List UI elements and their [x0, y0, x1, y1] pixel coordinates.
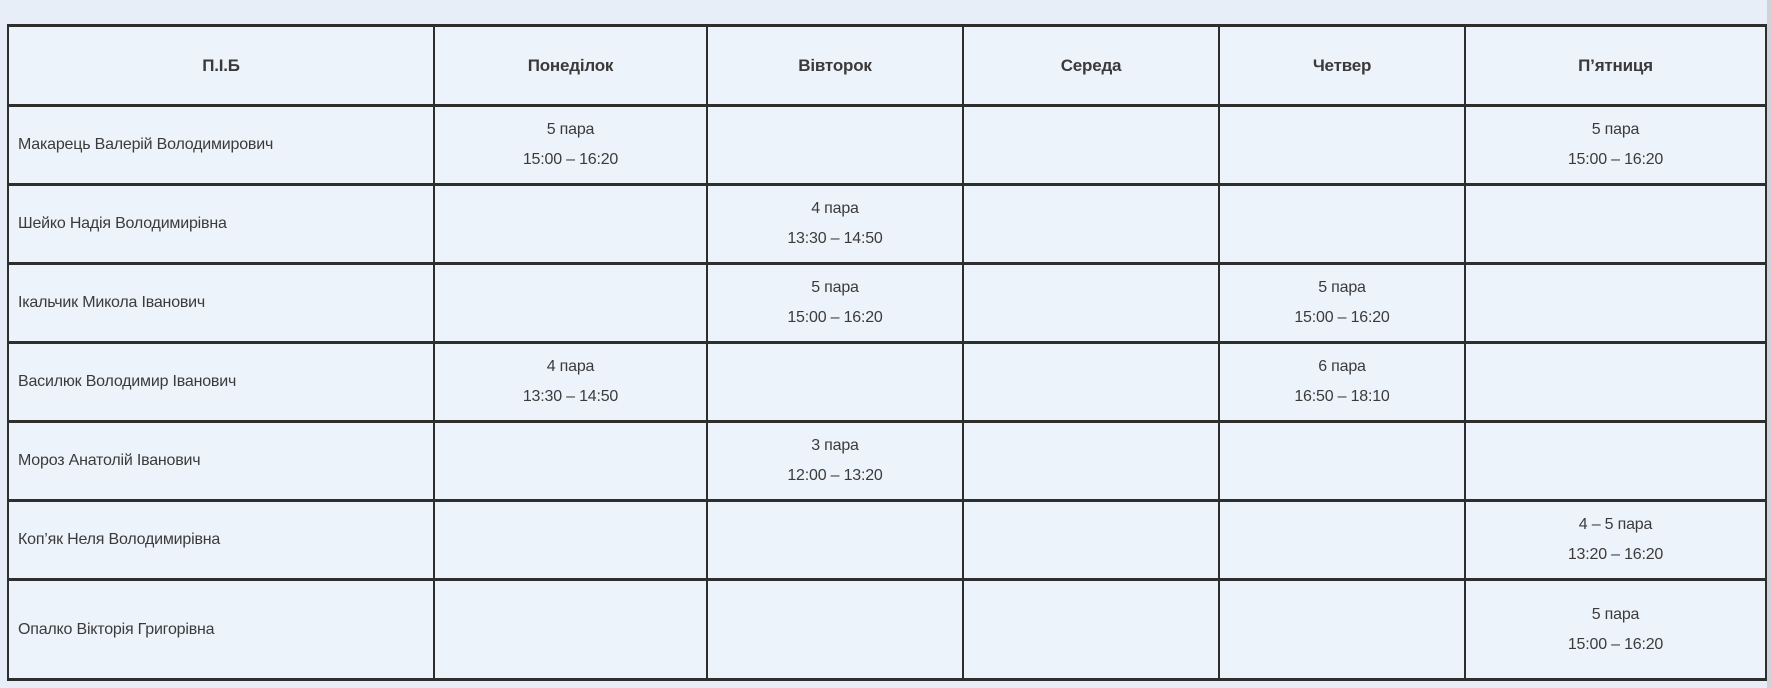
time-label: 15:00 – 16:20 — [1567, 635, 1664, 653]
teacher-name-cell: Мороз Анатолій Іванович — [7, 420, 435, 502]
schedule-cell — [1464, 183, 1767, 265]
time-label: 13:30 – 14:50 — [787, 230, 883, 247]
schedule-cell — [706, 341, 964, 423]
vertical-scrollbar[interactable] — [1767, 0, 1772, 688]
time-label: 13:30 – 14:50 — [522, 388, 619, 405]
table-row: Макарець Валерій Володимирович 5 пара 15… — [7, 104, 1767, 186]
pair-label: 5 пара — [546, 121, 595, 138]
column-header-wednesday: Середа — [962, 24, 1220, 107]
pair-label: 4 пара — [546, 358, 595, 375]
schedule-cell — [1218, 499, 1466, 581]
schedule-cell: 5 пара 15:00 – 16:20 — [706, 262, 964, 344]
time-label: 16:50 – 18:10 — [1294, 388, 1390, 405]
pair-label: 4 пара — [811, 200, 859, 217]
schedule-cell — [962, 499, 1220, 581]
pair-label: 3 пара — [811, 437, 859, 454]
table-row: Коп’як Неля Володимирівна — [7, 499, 1767, 581]
time-label: 12:00 – 13:20 — [787, 467, 883, 484]
schedule-cell — [433, 420, 708, 502]
schedule-cell — [706, 499, 964, 581]
pair-label: 5 пара — [811, 279, 859, 296]
pair-label: 4 – 5 пара — [1578, 516, 1653, 533]
table-row: Василюк Володимир Іванович 4 пара 13:30 … — [7, 341, 1767, 423]
schedule-cell: 4 – 5 пара 13:20 – 16:20 — [1464, 499, 1767, 581]
table-row: Мороз Анатолій Іванович 3 пара 12:00 – 1… — [7, 420, 1767, 502]
schedule-cell — [433, 578, 708, 681]
schedule-cell: 6 пара 16:50 – 18:10 — [1218, 341, 1466, 423]
teacher-name-cell: Шейко Надія Володимирівна — [7, 183, 435, 265]
schedule-cell: 5 пара 15:00 – 16:20 — [433, 104, 708, 186]
schedule-cell — [1464, 420, 1767, 502]
schedule-cell: 5 пара 15:00 – 16:20 — [1464, 104, 1767, 186]
column-header-tuesday: Вівторок — [706, 24, 964, 107]
teacher-name-cell: Василюк Володимир Іванович — [7, 341, 435, 423]
schedule-cell: 4 пара 13:30 – 14:50 — [433, 341, 708, 423]
schedule-cell — [1218, 183, 1466, 265]
time-label: 15:00 – 16:20 — [522, 151, 619, 168]
table-row: Шейко Надія Володимирівна 4 пара 13:30 –… — [7, 183, 1767, 265]
schedule-cell — [433, 499, 708, 581]
schedule-cell — [433, 262, 708, 344]
schedule-table-container: П.І.Б Понеділок Вівторок Середа Четвер П… — [7, 24, 1767, 681]
pair-label: 5 пара — [1318, 279, 1366, 296]
schedule-cell — [962, 341, 1220, 423]
teacher-name-cell: Опалко Вікторія Григорівна — [7, 578, 435, 681]
pair-label: 5 пара — [1591, 121, 1640, 138]
schedule-cell — [962, 262, 1220, 344]
schedule-cell — [706, 104, 964, 186]
schedule-cell — [1464, 262, 1767, 344]
schedule-cell — [1218, 420, 1466, 502]
column-header-friday: П’ятниця — [1464, 24, 1767, 107]
schedule-cell — [962, 578, 1220, 681]
schedule-cell — [433, 183, 708, 265]
pair-label: 5 пара — [1591, 605, 1640, 623]
table-row: Опалко Вікторія Григорівна — [7, 578, 1767, 681]
schedule-cell: 5 пара 15:00 – 16:20 — [1464, 578, 1767, 681]
schedule-cell — [706, 578, 964, 681]
consultation-schedule-table: П.І.Б Понеділок Вівторок Середа Четвер П… — [7, 24, 1767, 681]
schedule-cell — [962, 104, 1220, 186]
teacher-name-cell: Макарець Валерій Володимирович — [7, 104, 435, 186]
table-row: Ікальчик Микола Іванович 5 пара 15:00 – … — [7, 262, 1767, 344]
schedule-cell: 4 пара 13:30 – 14:50 — [706, 183, 964, 265]
time-label: 15:00 – 16:20 — [1294, 309, 1390, 326]
schedule-cell: 5 пара 15:00 – 16:20 — [1218, 262, 1466, 344]
header-row: П.І.Б Понеділок Вівторок Середа Четвер П… — [7, 24, 1767, 107]
schedule-cell — [1464, 341, 1767, 423]
column-header-name: П.І.Б — [7, 24, 435, 107]
teacher-name-cell: Ікальчик Микола Іванович — [7, 262, 435, 344]
schedule-cell: 3 пара 12:00 – 13:20 — [706, 420, 964, 502]
time-label: 13:20 – 16:20 — [1567, 546, 1664, 563]
schedule-cell — [962, 420, 1220, 502]
teacher-name-cell: Коп’як Неля Володимирівна — [7, 499, 435, 581]
pair-label: 6 пара — [1318, 358, 1366, 375]
schedule-cell — [1218, 578, 1466, 681]
column-header-thursday: Четвер — [1218, 24, 1466, 107]
column-header-monday: Понеділок — [433, 24, 708, 107]
time-label: 15:00 – 16:20 — [1567, 151, 1664, 168]
time-label: 15:00 – 16:20 — [787, 309, 883, 326]
schedule-cell — [962, 183, 1220, 265]
schedule-cell — [1218, 104, 1466, 186]
